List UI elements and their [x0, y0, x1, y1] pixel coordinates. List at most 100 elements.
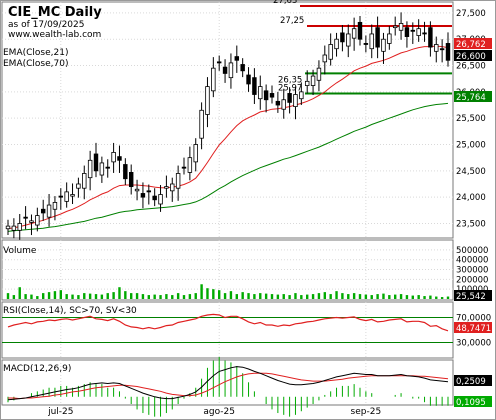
candle-body [23, 216, 28, 219]
candle-body [316, 67, 322, 81]
candle-body [17, 223, 22, 231]
x-axis-label: sep-25 [351, 407, 382, 417]
volume-value-badge-bg [454, 290, 492, 301]
candle-body [76, 183, 81, 189]
price-ytick-label: 25,000 [456, 141, 486, 151]
volume-bar [411, 295, 414, 299]
rsi-layer [2, 313, 453, 343]
volume-bar [394, 294, 397, 299]
volume-bar [171, 295, 174, 299]
candle-body [52, 202, 58, 210]
volume-bar [270, 294, 274, 299]
candles-layer [5, 12, 451, 240]
candle-body [228, 62, 234, 79]
volume-bar [247, 293, 250, 299]
volume-bar [165, 294, 168, 299]
candle-body [375, 27, 380, 48]
candle-body [128, 172, 134, 188]
volume-bar [294, 293, 297, 299]
volume-bar [223, 293, 227, 299]
candle-body [252, 77, 257, 95]
ema70-value-badge-bg [454, 91, 492, 102]
volume-ytick-label: 300000 [456, 266, 488, 276]
candle-body [381, 38, 386, 52]
volume-bar [282, 294, 285, 299]
candle-body [164, 186, 169, 189]
volume-bar [335, 291, 338, 299]
volume-bar [182, 295, 186, 299]
volume-bar [59, 290, 62, 299]
candle-body [269, 93, 275, 98]
candle-body [11, 225, 17, 231]
volume-bar [300, 295, 303, 299]
legend-ema70: EMA(Close,70) [3, 59, 68, 69]
volume-bar [83, 293, 86, 299]
volume-bar [100, 294, 104, 299]
volume-bar [36, 296, 39, 299]
candle-body [246, 74, 251, 85]
candle-body [93, 153, 99, 172]
candle-body [263, 90, 269, 101]
candle-body [287, 93, 292, 103]
rsi-ytick-label: 30,0000 [456, 339, 491, 349]
volume-bar [153, 294, 156, 299]
candle-body [234, 56, 240, 61]
macd-value-badge: 0,2509 [456, 377, 486, 387]
rsi-label: RSI(Close,14), SC>70, SV<30 [3, 306, 137, 316]
macd-pane-frame [1, 359, 454, 406]
candle-body [304, 80, 310, 86]
volume-bar [118, 287, 121, 299]
volume-bar [405, 295, 409, 299]
close-value-badge: 26,600 [456, 52, 486, 62]
close-value-badge-bg [454, 50, 492, 61]
volume-bar [388, 295, 391, 299]
volume-bar [370, 295, 373, 299]
volume-bar [141, 294, 145, 299]
candle-body [340, 32, 345, 43]
volume-bar [446, 296, 450, 299]
candle-body [275, 100, 281, 106]
macd-line [7, 366, 449, 401]
price-ytick-label: 23,500 [456, 219, 486, 229]
candle-body [105, 166, 110, 169]
candle-body [111, 152, 116, 163]
legend-ema21: EMA(Close,21) [3, 48, 68, 58]
candle-body [346, 33, 351, 47]
volume-bars-layer [6, 284, 450, 299]
candle-body [416, 28, 421, 36]
volume-bar [376, 294, 379, 299]
volume-bar [88, 293, 92, 299]
volume-bar [24, 294, 27, 299]
ema70-value-badge: 25,764 [456, 93, 486, 103]
volume-bar [47, 292, 51, 299]
level-label: 25,97 [278, 83, 302, 93]
volume-bar [130, 293, 133, 299]
ema21-value-badge: 26,762 [456, 40, 486, 50]
macd-label: MACD(12,26,9) [3, 364, 71, 374]
candle-body [439, 48, 445, 51]
macd-value-badge-bg [454, 375, 492, 386]
macd-signal-line [8, 372, 449, 400]
candle-body [392, 25, 398, 29]
volume-bar [341, 293, 344, 299]
level-label: 27,25 [280, 16, 304, 26]
volume-bar [42, 293, 45, 299]
candle-body [40, 208, 46, 214]
volume-bar [423, 296, 426, 299]
candle-body [175, 173, 181, 189]
volume-bar [106, 293, 109, 299]
candle-body [29, 220, 34, 223]
volume-bar [276, 294, 280, 299]
volume-bar [259, 293, 262, 299]
volume-bar [53, 291, 57, 299]
volume-bar [94, 294, 98, 299]
volume-bar [159, 295, 162, 299]
volume-bar [429, 295, 432, 299]
ema21-value-badge-bg [454, 38, 492, 49]
rsi-value-badge-bg [454, 322, 492, 333]
price-ytick-label: 27,500 [456, 9, 486, 19]
macd-layer [7, 356, 449, 417]
candle-body [428, 27, 433, 48]
